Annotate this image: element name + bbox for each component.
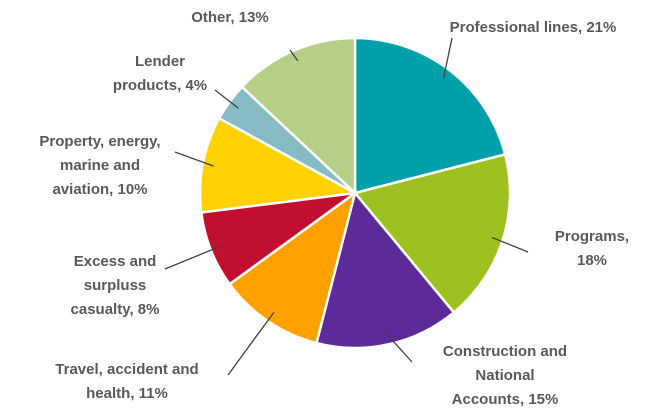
- slice-label-line: Property, energy,: [39, 133, 160, 150]
- leader-line: [289, 49, 299, 62]
- slice-label-line: Excess and: [74, 253, 157, 270]
- leader-line: [491, 236, 529, 253]
- pie-slice: [352, 152, 512, 315]
- slice-label-line: health, 11%: [86, 385, 168, 402]
- slice-label-line: Lender: [135, 53, 185, 70]
- pie-slice: [240, 36, 357, 196]
- slice-label: Excess and surpluss casualty, 8%: [71, 253, 160, 318]
- leader-line: [442, 37, 453, 80]
- slice-label: Professional lines, 21%: [450, 19, 617, 36]
- leader-line: [214, 89, 239, 109]
- slice-label: Programs, 18%: [555, 228, 629, 269]
- slice-label-line: Travel, accident and: [55, 361, 198, 378]
- leader-line: [164, 245, 222, 270]
- slice-label: Property, energy, marine and aviation, 10%: [39, 133, 160, 198]
- pie-slice: [353, 36, 507, 195]
- slice-label-line: Other, 13%: [191, 9, 269, 26]
- slice-label-line: Professional lines, 21%: [450, 19, 617, 36]
- pie-slice: [314, 190, 456, 350]
- slice-label-line: National: [475, 367, 534, 384]
- slice-label-line: products, 4%: [113, 77, 207, 94]
- leader-line: [385, 333, 413, 363]
- slice-label: Construction and National Accounts, 15%: [443, 343, 567, 408]
- slice-label-line: 18%: [577, 252, 607, 269]
- leader-line: [227, 311, 275, 376]
- slice-label: Other, 13%: [191, 9, 269, 26]
- leader-line: [174, 151, 214, 167]
- slice-label: Travel, accident and health, 11%: [55, 361, 198, 402]
- slice-label-line: surpluss: [84, 277, 147, 294]
- slice-label-line: casualty, 8%: [71, 301, 160, 318]
- slice-label: Lender products, 4%: [113, 53, 207, 94]
- slice-label-line: aviation, 10%: [52, 181, 147, 198]
- slice-label-line: marine and: [60, 157, 140, 174]
- pie-slice: [198, 116, 359, 214]
- slice-label-line: Accounts, 15%: [452, 391, 559, 408]
- slice-label-line: Construction and: [443, 343, 567, 360]
- slice-label-line: Programs,: [555, 228, 629, 245]
